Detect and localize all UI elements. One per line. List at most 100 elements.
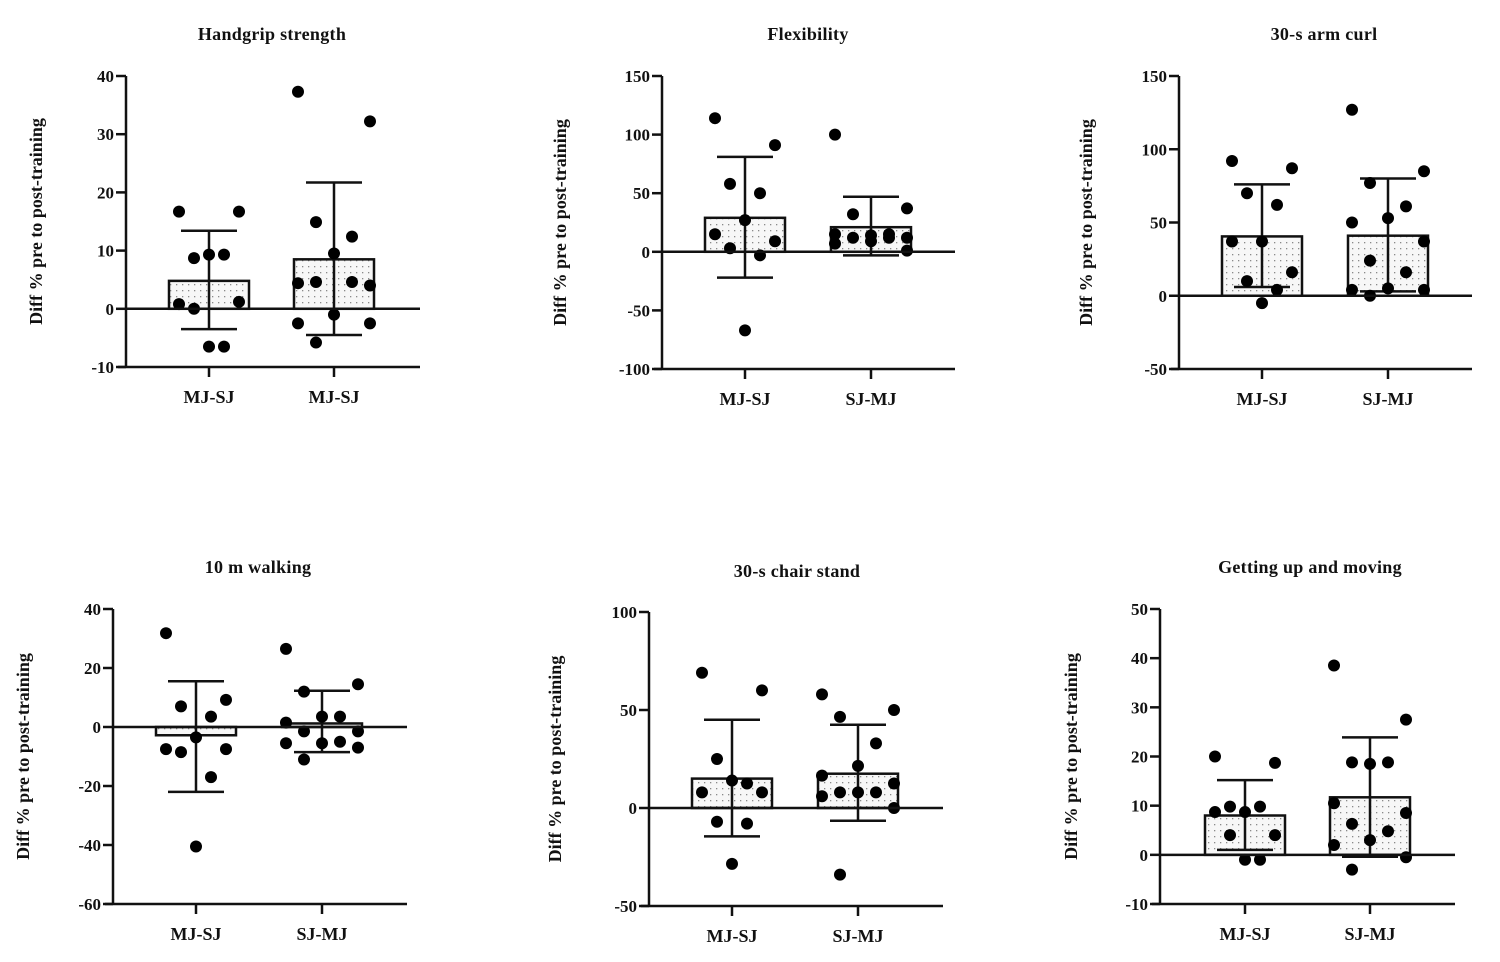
data-point	[883, 231, 895, 244]
data-point	[711, 753, 723, 765]
y-tick-label: -10	[1125, 895, 1148, 914]
data-point	[1418, 283, 1430, 296]
data-point	[847, 231, 859, 244]
y-tick-label: 0	[1159, 287, 1168, 306]
data-point	[1328, 839, 1340, 851]
data-point	[220, 743, 232, 756]
x-tick-label: SJ-MJ	[833, 926, 884, 946]
data-point	[334, 710, 346, 723]
y-tick-label: 10	[97, 242, 114, 261]
data-point	[280, 642, 292, 655]
data-point	[888, 704, 900, 716]
data-point	[220, 693, 232, 706]
data-point	[233, 205, 245, 218]
data-point	[1382, 282, 1394, 295]
chart-panel-6: Getting up and moving Diff % pre to post-…	[1061, 557, 1455, 944]
data-point	[834, 710, 846, 723]
data-point	[1382, 756, 1394, 769]
data-point	[769, 235, 781, 248]
y-tick-label: 40	[1131, 649, 1148, 668]
data-point	[364, 317, 376, 330]
data-point	[1346, 283, 1358, 296]
data-point	[160, 627, 172, 640]
data-point	[205, 771, 217, 784]
data-point	[1286, 162, 1298, 175]
data-point	[1226, 235, 1238, 248]
data-point	[1209, 806, 1221, 819]
data-point	[1382, 825, 1394, 838]
data-point	[173, 298, 185, 311]
data-point	[310, 276, 322, 289]
data-point	[724, 177, 736, 190]
data-point	[205, 710, 217, 723]
data-point	[741, 777, 753, 790]
chart-title: Handgrip strength	[198, 24, 346, 44]
x-tick-label: MJ-SJ	[720, 389, 771, 409]
y-tick-label: 100	[625, 126, 651, 145]
chart-title: Getting up and moving	[1218, 557, 1402, 577]
data-point	[1271, 283, 1283, 296]
data-point	[175, 700, 187, 713]
data-point	[346, 230, 358, 243]
y-tick-label: -50	[627, 301, 650, 320]
data-point	[901, 202, 913, 215]
y-tick-label: -60	[78, 895, 101, 914]
x-tick-label: MJ-SJ	[1237, 389, 1288, 409]
data-point	[756, 684, 768, 697]
y-tick-label: -10	[91, 358, 114, 377]
y-axis-label: Diff % pre to post-training	[1061, 653, 1081, 860]
data-point	[1254, 800, 1266, 813]
y-tick-label: 50	[1150, 214, 1167, 233]
data-point	[1224, 829, 1236, 842]
data-point	[1254, 853, 1266, 866]
data-point	[834, 868, 846, 881]
data-point	[346, 276, 358, 289]
data-point	[1269, 756, 1281, 769]
data-point	[852, 786, 864, 799]
data-point	[233, 295, 245, 308]
x-tick-label: MJ-SJ	[309, 387, 360, 407]
y-tick-label: 0	[93, 718, 102, 737]
data-point	[888, 777, 900, 790]
data-point	[741, 817, 753, 830]
data-point	[1418, 235, 1430, 248]
data-point	[280, 737, 292, 750]
data-point	[816, 790, 828, 803]
data-point	[1286, 266, 1298, 279]
y-tick-label: 10	[1131, 797, 1148, 816]
data-point	[280, 716, 292, 729]
data-point	[292, 277, 304, 290]
data-point	[1226, 154, 1238, 167]
data-point	[769, 139, 781, 152]
y-tick-label: 50	[620, 701, 637, 720]
chart-title: 10 m walking	[205, 557, 312, 577]
x-tick-label: SJ-MJ	[1363, 389, 1414, 409]
y-tick-label: 100	[612, 603, 638, 622]
data-point	[829, 128, 841, 141]
data-point	[316, 710, 328, 723]
y-tick-label: 0	[642, 243, 651, 262]
y-tick-label: 20	[97, 183, 114, 202]
x-tick-label: MJ-SJ	[707, 926, 758, 946]
data-point	[739, 324, 751, 337]
chart-panel-3: 30-s arm curl Diff % pre to post-training…	[1076, 24, 1472, 409]
data-point	[829, 237, 841, 250]
x-tick-label: SJ-MJ	[1345, 924, 1396, 944]
data-point	[834, 786, 846, 799]
y-tick-label: 50	[633, 184, 650, 203]
data-point	[1400, 200, 1412, 213]
data-point	[726, 774, 738, 787]
y-tick-label: 150	[1142, 67, 1168, 86]
chart-panel-5: 30-s chair stand Diff % pre to post-train…	[545, 561, 943, 946]
data-point	[756, 786, 768, 799]
data-point	[316, 737, 328, 750]
data-point	[1224, 800, 1236, 813]
x-tick-label: SJ-MJ	[846, 389, 897, 409]
y-tick-label: 100	[1142, 140, 1168, 159]
y-tick-label: -50	[614, 897, 637, 916]
data-point	[709, 228, 721, 241]
data-point	[160, 743, 172, 756]
y-tick-label: 20	[84, 659, 101, 678]
data-point	[754, 187, 766, 200]
